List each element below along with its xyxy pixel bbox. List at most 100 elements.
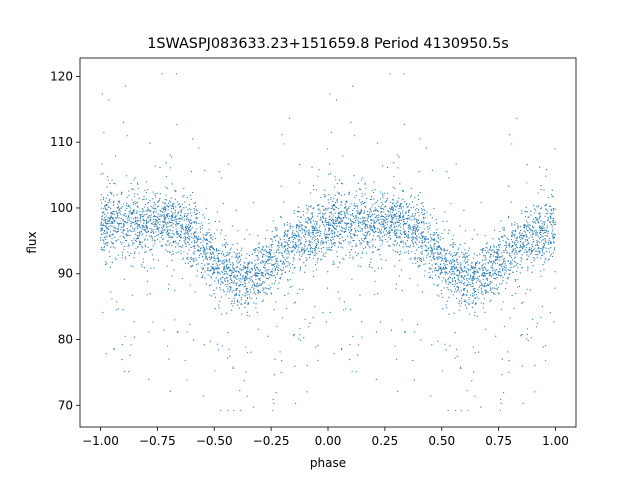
data-point bbox=[491, 263, 494, 265]
data-point bbox=[362, 247, 365, 250]
data-point bbox=[270, 244, 272, 247]
data-point bbox=[112, 233, 114, 235]
data-point bbox=[139, 243, 141, 245]
data-point bbox=[113, 200, 115, 203]
data-point bbox=[289, 286, 291, 288]
data-point bbox=[380, 223, 382, 225]
data-point bbox=[304, 250, 306, 252]
data-point bbox=[448, 281, 450, 283]
data-point bbox=[264, 270, 266, 272]
data-point bbox=[259, 269, 262, 271]
data-point bbox=[208, 263, 210, 265]
data-point bbox=[250, 298, 252, 300]
data-point bbox=[381, 243, 383, 245]
data-point bbox=[141, 266, 143, 268]
data-point bbox=[233, 300, 236, 302]
data-point bbox=[134, 193, 136, 195]
data-point bbox=[344, 222, 346, 224]
data-point bbox=[502, 269, 504, 271]
data-point bbox=[123, 228, 125, 231]
data-point bbox=[419, 264, 421, 266]
data-point bbox=[186, 217, 188, 219]
data-point bbox=[309, 244, 311, 247]
data-point bbox=[198, 246, 200, 248]
data-point bbox=[460, 302, 463, 304]
data-point bbox=[531, 252, 533, 254]
data-point bbox=[413, 257, 415, 260]
data-point bbox=[233, 302, 235, 304]
data-point bbox=[507, 268, 509, 270]
data-point bbox=[269, 250, 271, 252]
data-point bbox=[379, 254, 381, 256]
data-point bbox=[182, 258, 184, 260]
data-point bbox=[302, 235, 305, 237]
data-point bbox=[299, 224, 301, 226]
data-point bbox=[499, 243, 501, 245]
data-point bbox=[410, 229, 412, 231]
data-point bbox=[327, 224, 330, 226]
data-point bbox=[224, 270, 226, 272]
data-point bbox=[474, 287, 476, 290]
data-point bbox=[319, 210, 321, 212]
data-point bbox=[200, 242, 202, 244]
data-point bbox=[200, 271, 203, 274]
data-point bbox=[471, 238, 473, 240]
data-point bbox=[476, 233, 478, 236]
data-point bbox=[152, 230, 154, 232]
data-point bbox=[472, 277, 475, 279]
data-point bbox=[312, 208, 314, 210]
data-point bbox=[334, 194, 336, 196]
data-point bbox=[211, 246, 213, 248]
data-point bbox=[361, 251, 364, 253]
data-point bbox=[226, 268, 228, 270]
data-point bbox=[425, 249, 427, 251]
data-point bbox=[257, 291, 259, 293]
data-point bbox=[519, 247, 521, 249]
data-point bbox=[357, 217, 360, 219]
data-point bbox=[223, 272, 226, 275]
data-point bbox=[325, 241, 327, 243]
data-point bbox=[481, 251, 483, 253]
data-point bbox=[157, 259, 159, 261]
data-point bbox=[156, 225, 158, 227]
data-point bbox=[222, 244, 224, 246]
data-point bbox=[547, 241, 549, 243]
data-point bbox=[457, 252, 459, 254]
data-point bbox=[524, 210, 526, 212]
data-point bbox=[502, 258, 504, 260]
data-point bbox=[490, 276, 492, 278]
data-point bbox=[315, 346, 317, 348]
data-point bbox=[100, 173, 102, 175]
data-point bbox=[340, 217, 342, 219]
data-point bbox=[161, 226, 163, 228]
data-point bbox=[141, 247, 143, 249]
data-point bbox=[485, 246, 487, 249]
data-point bbox=[460, 268, 462, 271]
data-point bbox=[228, 252, 230, 254]
data-point bbox=[220, 296, 222, 298]
data-point bbox=[232, 271, 235, 274]
data-point bbox=[303, 247, 305, 249]
data-point bbox=[248, 254, 251, 257]
data-point bbox=[362, 203, 364, 205]
data-point bbox=[425, 246, 428, 248]
data-point bbox=[529, 289, 532, 291]
data-point bbox=[191, 241, 193, 243]
data-point bbox=[129, 234, 131, 237]
data-point bbox=[354, 219, 357, 221]
data-point bbox=[480, 287, 483, 289]
data-point bbox=[260, 252, 262, 254]
data-point bbox=[180, 250, 182, 252]
data-point bbox=[548, 238, 551, 240]
data-point bbox=[166, 234, 168, 236]
data-point bbox=[479, 269, 481, 271]
data-point bbox=[126, 196, 128, 198]
data-point bbox=[420, 260, 422, 262]
data-point bbox=[120, 218, 122, 220]
data-point bbox=[154, 196, 157, 198]
data-point bbox=[389, 245, 391, 247]
data-point bbox=[445, 259, 447, 261]
data-point bbox=[309, 256, 311, 258]
data-point bbox=[166, 231, 168, 233]
data-point bbox=[543, 244, 545, 247]
